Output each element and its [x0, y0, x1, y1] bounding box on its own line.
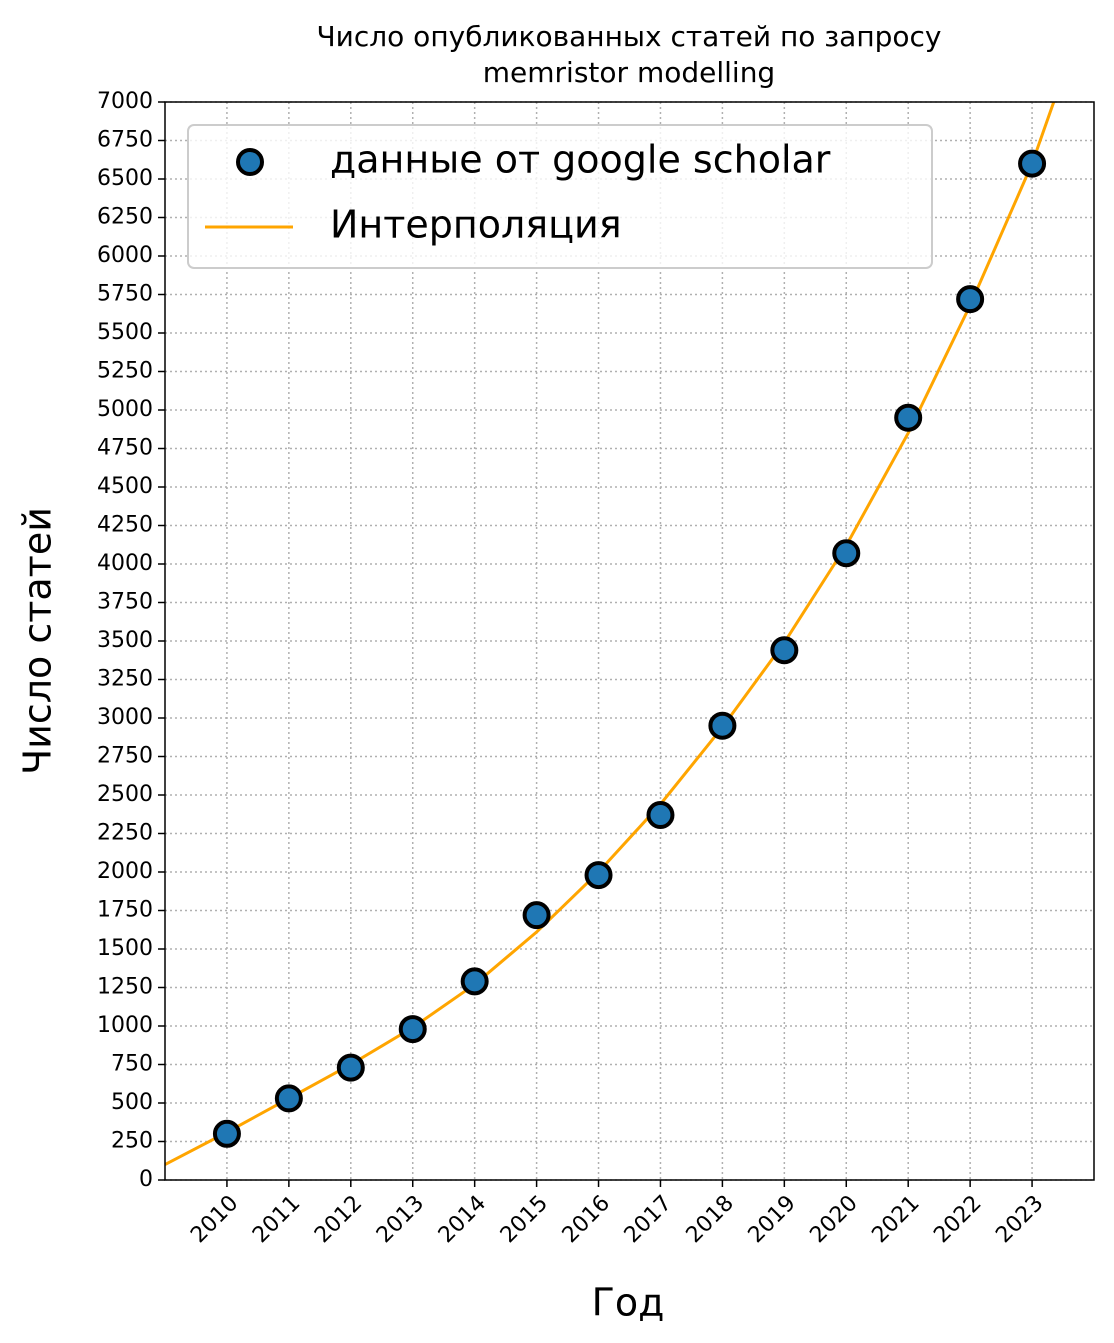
- legend-label: данные от google scholar: [330, 138, 831, 182]
- y-tick-label: 5750: [97, 282, 153, 307]
- data-point: [708, 711, 737, 740]
- data-point: [956, 285, 985, 314]
- y-tick-label: 4750: [97, 436, 153, 461]
- y-tick-label: 2000: [97, 859, 153, 884]
- y-tick-label: 7000: [97, 89, 153, 114]
- y-tick-label: 5250: [97, 359, 153, 384]
- data-point: [460, 967, 489, 996]
- data-point: [212, 1119, 241, 1148]
- y-tick-label: 1250: [97, 975, 153, 1000]
- legend-label: Интерполяция: [330, 203, 622, 247]
- y-tick-label: 4500: [97, 474, 153, 499]
- y-tick-label: 250: [111, 1129, 153, 1154]
- data-point: [770, 636, 799, 665]
- y-tick-label: 500: [111, 1090, 153, 1115]
- y-tick-label: 2500: [97, 782, 153, 807]
- y-tick-label: 6500: [97, 166, 153, 191]
- y-tick-label: 750: [111, 1052, 153, 1077]
- y-tick-label: 6000: [97, 243, 153, 268]
- y-tick-label: 1750: [97, 898, 153, 923]
- plot-frame: [164, 101, 1095, 1181]
- legend-box: [187, 124, 933, 269]
- data-point: [336, 1053, 365, 1082]
- chart-title: memristor modelling: [483, 56, 775, 89]
- data-point: [832, 539, 861, 568]
- y-tick-label: 6750: [97, 128, 153, 153]
- y-tick-label: 1000: [97, 1013, 153, 1038]
- data-point: [894, 403, 923, 432]
- y-tick-label: 6250: [97, 205, 153, 230]
- y-tick-label: 5000: [97, 397, 153, 422]
- y-tick-label: 4250: [97, 513, 153, 538]
- y-tick-label: 2750: [97, 744, 153, 769]
- data-point: [584, 861, 613, 890]
- y-tick-label: 1500: [97, 936, 153, 961]
- interpolation-line: [164, 101, 1056, 1166]
- data-point: [646, 801, 675, 830]
- y-axis-label: Число статей: [16, 507, 60, 775]
- data-point: [398, 1015, 427, 1044]
- data-point: [274, 1084, 303, 1113]
- y-tick-label: 0: [139, 1167, 153, 1192]
- y-tick-label: 5500: [97, 320, 153, 345]
- data-point: [522, 901, 551, 930]
- y-tick-label: 3250: [97, 667, 153, 692]
- y-tick-label: 2250: [97, 821, 153, 846]
- data-point: [1018, 149, 1047, 178]
- x-axis-label: Год: [592, 1281, 665, 1325]
- legend-marker: [236, 148, 264, 176]
- y-tick-label: 3500: [97, 628, 153, 653]
- chart-title: Число опубликованных статей по запросу: [316, 20, 941, 53]
- y-tick-label: 3000: [97, 705, 153, 730]
- y-tick-label: 3750: [97, 590, 153, 615]
- y-tick-label: 4000: [97, 551, 153, 576]
